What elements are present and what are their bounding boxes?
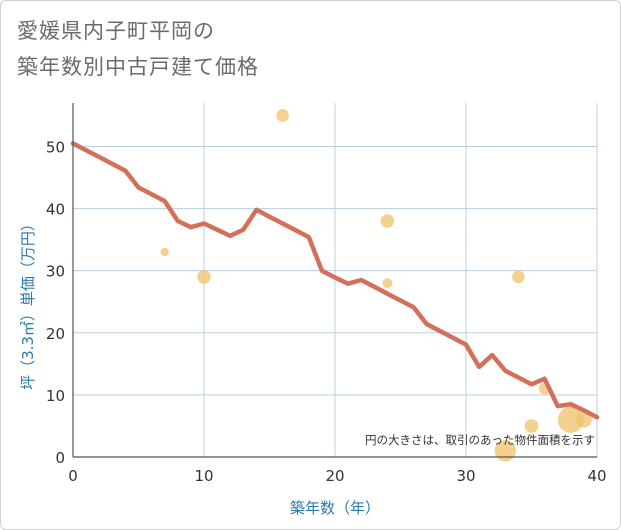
scatter-point-7 — [524, 419, 539, 433]
y-tick-label-10: 10 — [46, 387, 65, 405]
scatter-point-3 — [380, 214, 395, 228]
x-axis-title: 築年数（年） — [290, 499, 380, 517]
y-axis-title: 坪（3.3㎡）単価（万円） — [19, 216, 37, 390]
scatter-point-2 — [276, 109, 289, 122]
x-tick-label-0: 0 — [68, 467, 78, 485]
scatter-point-0 — [160, 247, 169, 257]
scatter-point-10 — [576, 411, 592, 428]
y-tick-label-20: 20 — [46, 325, 65, 343]
y-tick-label-0: 0 — [55, 449, 65, 467]
scatter-point-4 — [382, 278, 393, 289]
size-legend-note: 円の大きさは、取引のあった物件面積を示す — [365, 433, 595, 447]
scatter-point-9 — [557, 406, 584, 433]
x-tick-label-10: 10 — [194, 467, 213, 485]
average-price-line — [70, 141, 600, 420]
axes — [72, 103, 597, 458]
tick-labels: 0 10 20 30 40 0 10 20 30 40 50 — [46, 138, 607, 485]
scatter-point-5 — [494, 440, 517, 462]
x-tick-label-30: 30 — [456, 467, 475, 485]
chart-title-line1: 愛媛県内子町平岡の — [17, 19, 215, 43]
y-tick-label-40: 40 — [46, 201, 65, 219]
average-line — [70, 141, 600, 420]
scatter-point-1 — [197, 270, 211, 284]
chart-title-line2: 築年数別中古戸建て価格 — [17, 55, 259, 79]
scatter-points — [160, 109, 592, 462]
y-tick-label-50: 50 — [46, 138, 65, 156]
grid-lines — [73, 103, 598, 457]
scatter-point-6 — [512, 270, 525, 284]
x-tick-label-20: 20 — [325, 467, 344, 485]
y-tick-label-30: 30 — [46, 263, 65, 281]
x-tick-label-40: 40 — [587, 467, 606, 485]
chart-title: 愛媛県内子町平岡の 築年数別中古戸建て価格 — [17, 13, 259, 85]
